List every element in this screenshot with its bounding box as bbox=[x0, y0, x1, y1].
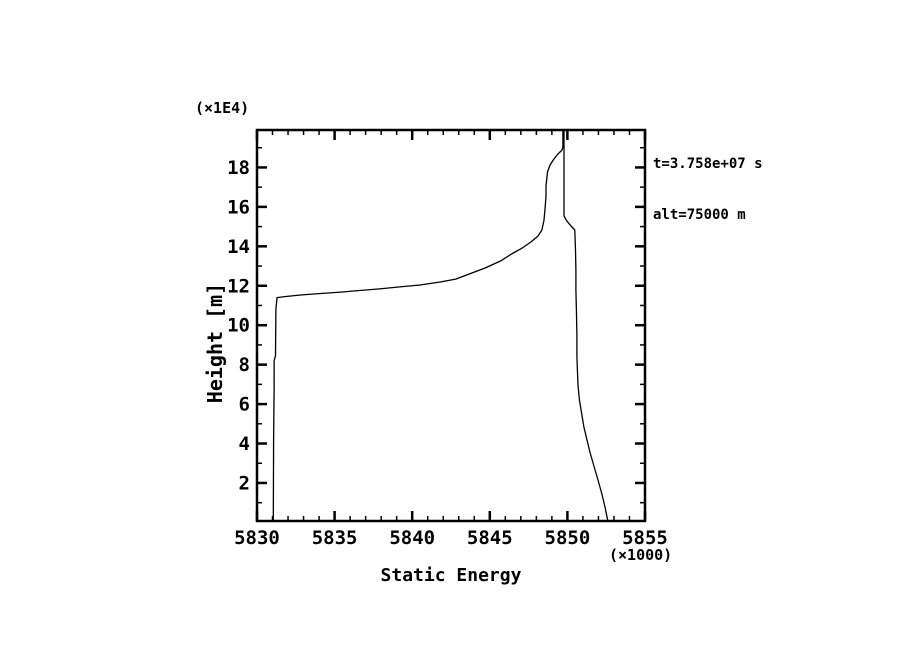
x-scale-note: (×1000) bbox=[609, 546, 673, 564]
y-scale-note: (×1E4) bbox=[195, 99, 250, 117]
y-tick-label: 2 bbox=[239, 472, 250, 494]
annotation-block: t=3.758e+07 s alt=75000 m bbox=[653, 122, 763, 258]
y-tick-label: 10 bbox=[227, 315, 250, 337]
x-axis-title: Static Energy bbox=[380, 565, 522, 586]
x-tick-label: 5855 bbox=[622, 527, 668, 549]
x-tick-label: 5830 bbox=[234, 527, 280, 549]
y-tick-label: 14 bbox=[227, 236, 250, 258]
x-tick-label: 5850 bbox=[545, 527, 591, 549]
x-tick-label: 5835 bbox=[312, 527, 358, 549]
y-tick-label: 18 bbox=[227, 157, 250, 179]
profile-curve bbox=[272, 130, 609, 522]
y-tick-label: 6 bbox=[239, 394, 250, 416]
annotation-time: t=3.758e+07 s bbox=[653, 156, 763, 172]
x-tick-label: 5840 bbox=[389, 527, 435, 549]
y-tick-label: 8 bbox=[239, 354, 250, 376]
y-tick-label: 4 bbox=[239, 433, 250, 455]
x-tick-label: 5845 bbox=[467, 527, 513, 549]
annotation-altitude: alt=75000 m bbox=[653, 207, 746, 223]
axes-box bbox=[255, 128, 647, 523]
y-axis-title: Height [m] bbox=[203, 282, 227, 404]
y-tick-label: 16 bbox=[227, 196, 250, 218]
y-tick-label: 12 bbox=[227, 275, 250, 297]
